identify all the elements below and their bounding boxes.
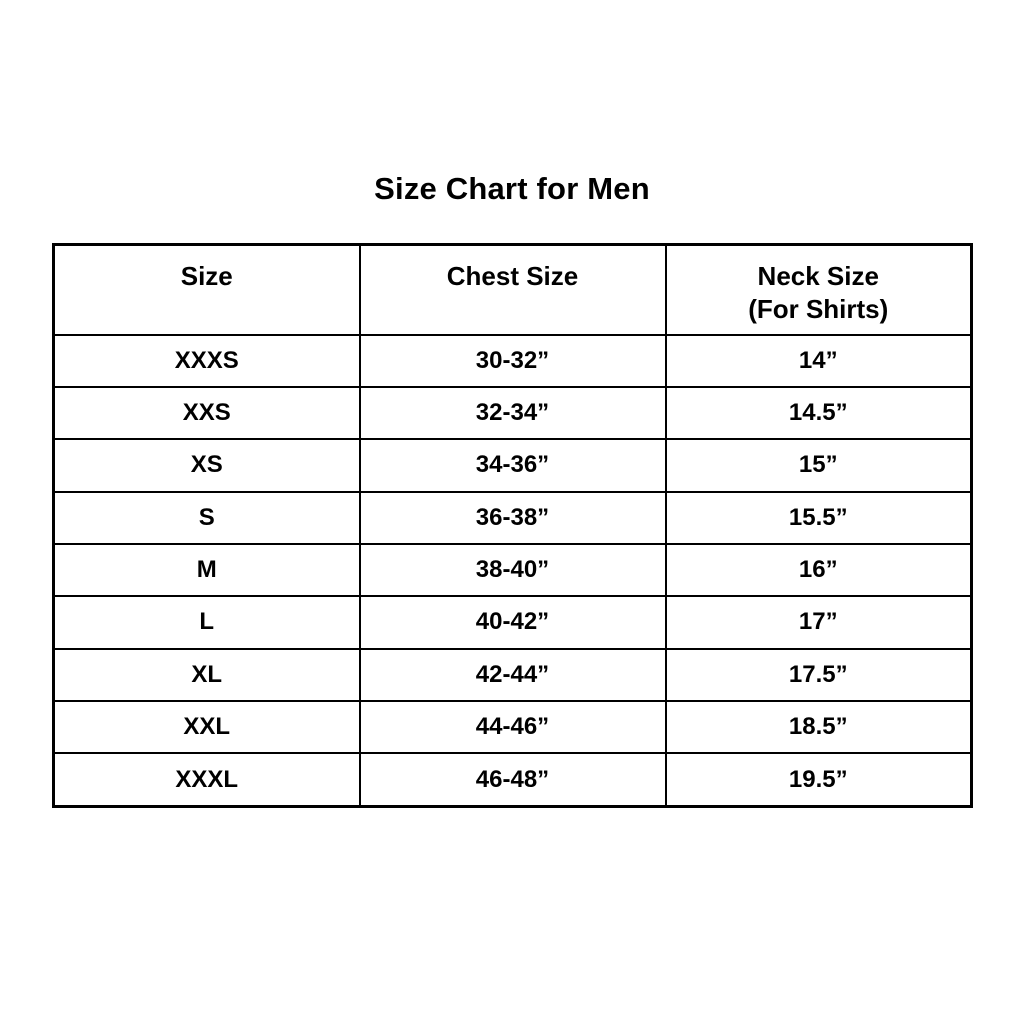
table-row: XXL 44-46” 18.5” — [52, 699, 973, 755]
chest-size-cell: 46-48” — [358, 752, 667, 808]
chest-size-cell: 38-40” — [358, 542, 667, 598]
table-body: XXXS 30-32” 14” XXS 32-34” 14.5” XS 34-36” 15” S 3… — [52, 333, 973, 808]
neck-size-cell: 15” — [664, 438, 973, 493]
table-row: M 38-40” 16” — [52, 542, 973, 598]
chest-size-cell: 34-36” — [358, 438, 667, 493]
neck-size-cell: 14” — [664, 333, 973, 388]
table-row: XXXL 46-48” 19.5” — [52, 752, 973, 808]
chest-size-cell: 30-32” — [358, 333, 667, 388]
table-row: XS 34-36” 15” — [52, 438, 973, 493]
size-chart-table: Size Chest Size Neck Size (For Shirts) XXX… — [52, 243, 973, 808]
table-header-row: Size Chest Size Neck Size (For Shirts) — [52, 243, 973, 336]
size-cell: S — [52, 490, 361, 545]
table-row: XXXS 30-32” 14” — [52, 333, 973, 388]
table-row: XL 42-44” 17.5” — [52, 647, 973, 702]
chest-size-cell: 32-34” — [358, 385, 667, 441]
neck-size-cell: 18.5” — [664, 699, 973, 755]
size-cell: XXL — [52, 699, 361, 755]
column-header-neck-size: Neck Size (For Shirts) — [664, 243, 973, 336]
size-cell: XL — [52, 647, 361, 702]
table-row: S 36-38” 15.5” — [52, 490, 973, 545]
chest-size-cell: 40-42” — [358, 595, 667, 650]
size-cell: XXXS — [52, 333, 361, 388]
size-cell: L — [52, 595, 361, 650]
size-cell: XS — [52, 438, 361, 493]
neck-size-cell: 15.5” — [664, 490, 973, 545]
size-cell: XXXL — [52, 752, 361, 808]
table-row: XXS 32-34” 14.5” — [52, 385, 973, 441]
neck-size-cell: 17.5” — [664, 647, 973, 702]
chest-size-cell: 42-44” — [358, 647, 667, 702]
chest-size-cell: 36-38” — [358, 490, 667, 545]
column-header-size: Size — [52, 243, 361, 336]
page-title: Size Chart for Men — [374, 171, 650, 206]
size-cell: M — [52, 542, 361, 598]
chest-size-cell: 44-46” — [358, 699, 667, 755]
column-header-chest-size: Chest Size — [358, 243, 667, 336]
size-cell: XXS — [52, 385, 361, 441]
neck-size-cell: 14.5” — [664, 385, 973, 441]
neck-size-cell: 16” — [664, 542, 973, 598]
table-row: L 40-42” 17” — [52, 595, 973, 650]
table-header: Size Chest Size Neck Size (For Shirts) — [52, 243, 973, 336]
neck-size-cell: 19.5” — [664, 752, 973, 808]
neck-size-cell: 17” — [664, 595, 973, 650]
